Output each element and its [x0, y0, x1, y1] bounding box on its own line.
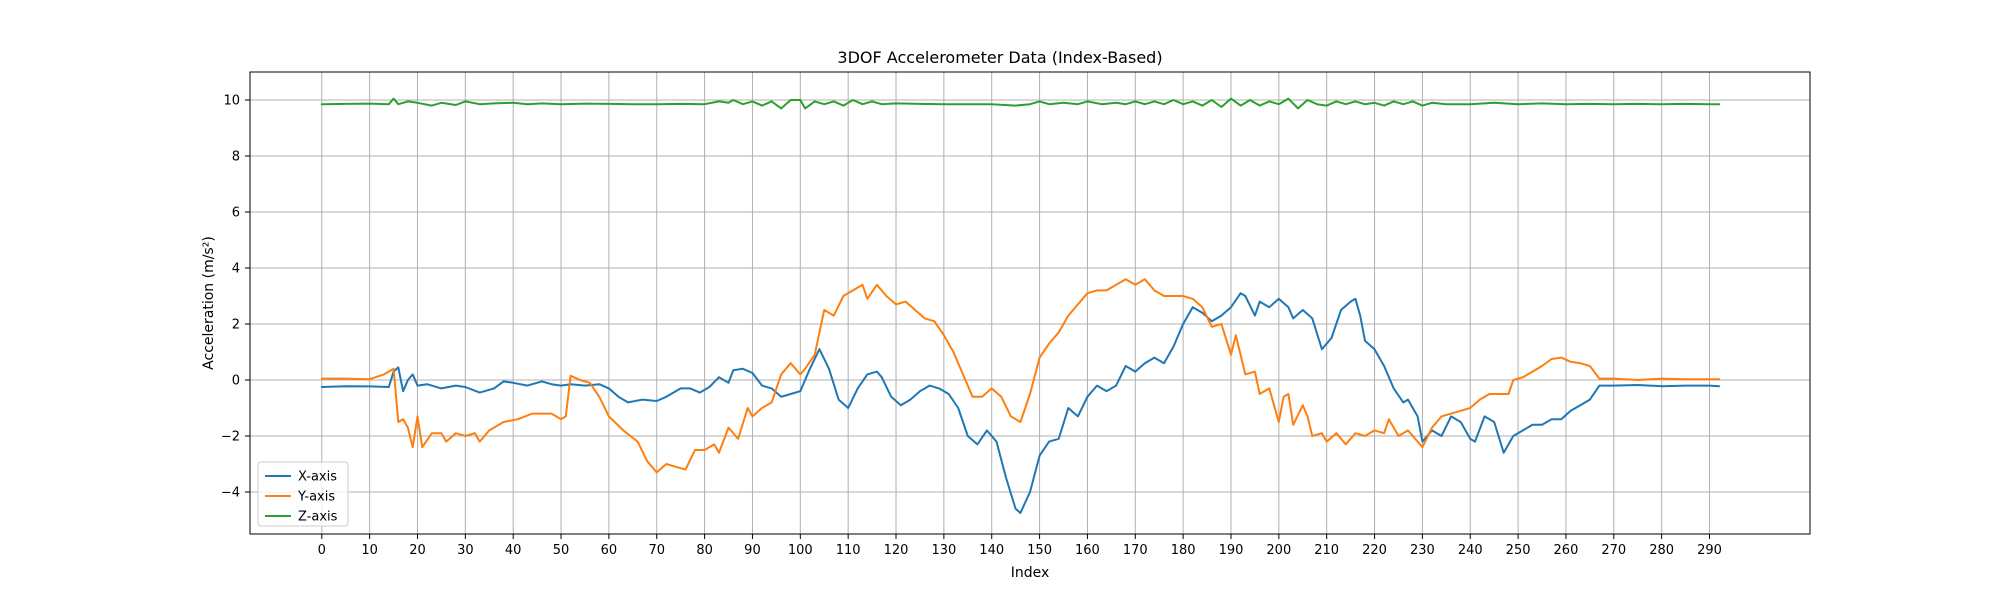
- plot-frame: [249, 71, 1811, 535]
- legend-label-x-axis: X-axis: [298, 470, 337, 485]
- y-tick-label: 10: [223, 94, 240, 109]
- x-tick-label: 160: [1075, 543, 1100, 558]
- x-tick-label: 200: [1266, 543, 1291, 558]
- x-tick-label: 290: [1697, 543, 1722, 558]
- legend-label-y-axis: Y-axis: [297, 490, 335, 505]
- x-tick-label: 100: [788, 543, 813, 558]
- x-axis-ticks: 0 10 20 30 40 50 60 70 80 90 100 110 120 130 140 150 160…: [318, 534, 1722, 558]
- x-tick-label: 270: [1601, 543, 1626, 558]
- chart-title: 3DOF Accelerometer Data (Index-Based): [837, 48, 1162, 67]
- x-tick-label: 80: [696, 543, 713, 558]
- y-axis-ticks: −4 −2 0 2 4 6 8 10: [221, 94, 250, 501]
- x-tick-label: 10: [361, 543, 378, 558]
- x-tick-label: 220: [1362, 543, 1387, 558]
- x-tick-label: 280: [1649, 543, 1674, 558]
- x-tick-label: 40: [505, 543, 522, 558]
- x-tick-label: 110: [836, 543, 861, 558]
- y-tick-label: 2: [232, 318, 240, 333]
- y-tick-label: 4: [232, 262, 240, 277]
- x-tick-label: 240: [1458, 543, 1483, 558]
- series-line-z-axis: [320, 97, 1721, 110]
- legend: X-axis Y-axis Z-axis: [257, 461, 349, 527]
- x-tick-label: 170: [1123, 543, 1148, 558]
- x-tick-label: 260: [1554, 543, 1579, 558]
- x-tick-label: 130: [931, 543, 956, 558]
- x-tick-label: 140: [979, 543, 1004, 558]
- x-tick-label: 60: [601, 543, 618, 558]
- x-tick-label: 90: [744, 543, 761, 558]
- x-tick-label: 210: [1314, 543, 1339, 558]
- y-axis-label: Acceleration (m/s²): [201, 236, 217, 370]
- legend-label-z-axis: Z-axis: [298, 510, 338, 525]
- legend-box: [257, 461, 349, 527]
- y-tick-label: 0: [232, 374, 240, 389]
- y-tick-label: −4: [221, 486, 240, 501]
- x-tick-label: 50: [553, 543, 570, 558]
- x-tick-label: 120: [884, 543, 909, 558]
- series-line-y-axis: [320, 278, 1721, 474]
- y-tick-label: −2: [221, 430, 240, 445]
- x-axis-label: Index: [1011, 565, 1050, 581]
- x-tick-label: 190: [1219, 543, 1244, 558]
- y-tick-label: 6: [232, 206, 240, 221]
- x-tick-label: 70: [648, 543, 665, 558]
- series-line-x-axis: [320, 292, 1721, 514]
- x-tick-label: 250: [1506, 543, 1531, 558]
- series-layer: [320, 97, 1721, 514]
- grid-lines: [250, 72, 1810, 534]
- x-tick-label: 20: [409, 543, 426, 558]
- x-tick-label: 150: [1027, 543, 1052, 558]
- x-tick-label: 180: [1171, 543, 1196, 558]
- y-tick-label: 8: [232, 150, 240, 165]
- x-tick-label: 30: [457, 543, 474, 558]
- x-tick-label: 0: [318, 543, 326, 558]
- x-tick-label: 230: [1410, 543, 1435, 558]
